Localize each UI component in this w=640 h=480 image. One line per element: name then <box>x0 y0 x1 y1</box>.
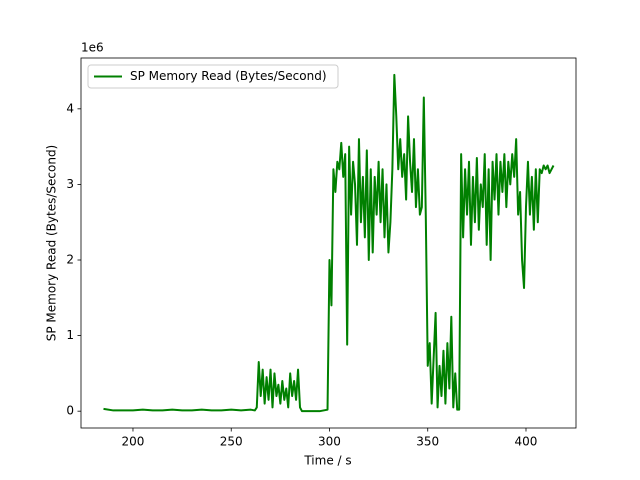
y-offset-text: 1e6 <box>81 41 104 55</box>
plot-frame <box>80 57 577 429</box>
x-tick-label: 200 <box>122 435 145 449</box>
x-tick-label: 250 <box>220 435 243 449</box>
y-axis-label: SP Memory Read (Bytes/Second) <box>45 145 59 342</box>
x-tick-label: 300 <box>318 435 341 449</box>
y-tick-label: 2 <box>66 253 74 267</box>
y-tick-label: 0 <box>66 404 74 418</box>
y-tick-label: 3 <box>66 177 74 191</box>
legend-box <box>87 64 339 89</box>
y-tick-label: 4 <box>66 101 74 115</box>
x-axis-label: Time / s <box>303 454 351 468</box>
y-tick-label: 1 <box>66 328 74 342</box>
x-tick-label: 350 <box>416 435 439 449</box>
legend-label: SP Memory Read (Bytes/Second) <box>130 69 327 83</box>
data-line <box>103 73 555 413</box>
x-tick-label: 400 <box>515 435 538 449</box>
